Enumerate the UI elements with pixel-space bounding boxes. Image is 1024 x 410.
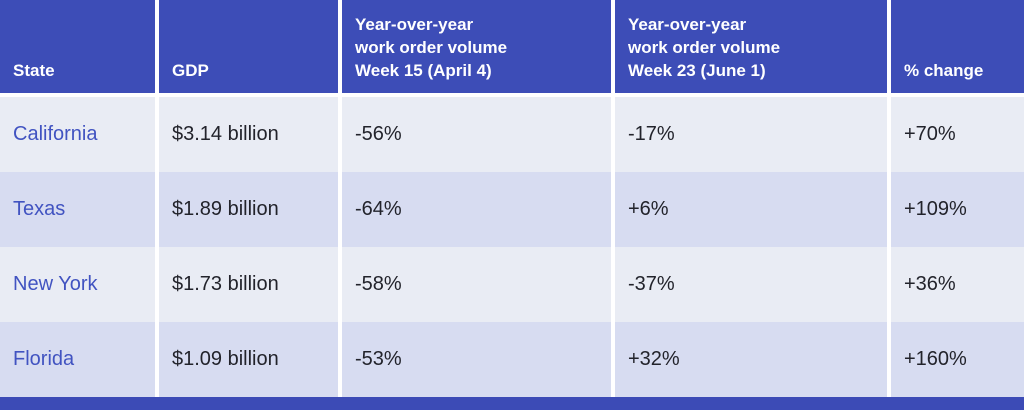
cell-week15: -56% xyxy=(342,97,611,172)
cell-gdp: $1.89 billion xyxy=(159,172,338,247)
cell-week23: +6% xyxy=(615,172,887,247)
cell-pct-change: +36% xyxy=(891,247,1024,322)
cell-week15: -58% xyxy=(342,247,611,322)
column-header-pct-change: % change xyxy=(891,0,1024,97)
cell-pct-change: +70% xyxy=(891,97,1024,172)
column-header-label-line: Week 15 (April 4) xyxy=(355,61,492,80)
cell-state-texas[interactable]: Texas xyxy=(0,172,155,247)
column-header-label-line: Year-over-year xyxy=(628,15,747,34)
cell-week15: -53% xyxy=(342,322,611,397)
column-header-week15: Year-over-year work order volume Week 15… xyxy=(342,0,611,97)
column-header-gdp: GDP xyxy=(159,0,338,97)
column-header-label-line: Year-over-year xyxy=(355,15,474,34)
column-header-label-line: work order volume xyxy=(628,38,781,57)
cell-pct-change: +160% xyxy=(891,322,1024,397)
bottom-border-bar xyxy=(0,397,1024,410)
column-header-label: % change xyxy=(904,61,984,80)
cell-week23: +32% xyxy=(615,322,887,397)
cell-state-california[interactable]: California xyxy=(0,97,155,172)
cell-gdp: $3.14 billion xyxy=(159,97,338,172)
column-header-state: State xyxy=(0,0,155,97)
cell-state-new-york[interactable]: New York xyxy=(0,247,155,322)
column-header-label: State xyxy=(13,61,55,80)
cell-week23: -17% xyxy=(615,97,887,172)
cell-week15: -64% xyxy=(342,172,611,247)
cell-gdp: $1.09 billion xyxy=(159,322,338,397)
cell-state-florida[interactable]: Florida xyxy=(0,322,155,397)
column-header-label-line: work order volume xyxy=(355,38,508,57)
column-header-label: GDP xyxy=(172,61,209,80)
column-header-label-line: Week 23 (June 1) xyxy=(628,61,766,80)
cell-gdp: $1.73 billion xyxy=(159,247,338,322)
cell-pct-change: +109% xyxy=(891,172,1024,247)
column-header-week23: Year-over-year work order volume Week 23… xyxy=(615,0,887,97)
cell-week23: -37% xyxy=(615,247,887,322)
